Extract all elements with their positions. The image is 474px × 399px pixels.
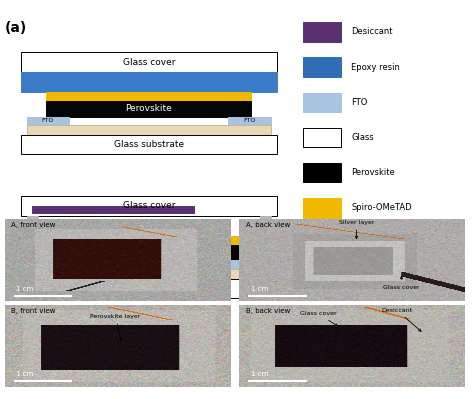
Text: 1 cm: 1 cm [251, 286, 268, 292]
Text: Silver layer: Silver layer [339, 219, 374, 239]
Text: Glass substrate: Glass substrate [114, 140, 184, 149]
Bar [46, 245, 251, 260]
Bar [21, 72, 277, 92]
Text: Perovskite: Perovskite [351, 168, 395, 177]
Text: FTO: FTO [351, 98, 367, 107]
Bar [46, 236, 251, 245]
Bar [27, 269, 271, 279]
Text: A, front view: A, front view [11, 222, 56, 228]
Bar [32, 206, 194, 213]
Text: TiO₂: TiO₂ [351, 274, 368, 283]
Bar [303, 22, 341, 41]
Text: Glass: Glass [351, 133, 374, 142]
Bar [228, 117, 271, 125]
Bar [303, 93, 341, 112]
Bar [21, 196, 277, 216]
Bar [27, 117, 69, 125]
Text: 1 cm: 1 cm [251, 371, 268, 377]
Text: Glass cover: Glass cover [123, 201, 175, 210]
Bar [21, 135, 277, 154]
Text: Perovskite: Perovskite [126, 104, 172, 113]
Text: Spiro-OMeTAD: Spiro-OMeTAD [351, 203, 412, 212]
Text: A, back view: A, back view [246, 222, 291, 228]
Text: (b): (b) [5, 328, 27, 342]
Text: FTO: FTO [42, 262, 54, 267]
Bar [303, 269, 341, 288]
Text: FTO: FTO [244, 262, 256, 267]
Bar [46, 92, 251, 101]
Bar [27, 125, 271, 135]
Text: FTO: FTO [42, 119, 54, 123]
Text: Glass cover: Glass cover [300, 311, 337, 326]
Bar [303, 163, 341, 182]
Text: Desiccant: Desiccant [351, 28, 392, 36]
Bar [303, 57, 341, 77]
Text: Silver: Silver [351, 239, 375, 248]
Bar [21, 52, 277, 72]
Text: FTO: FTO [244, 119, 256, 123]
Bar [303, 233, 341, 253]
Bar [303, 128, 341, 147]
Bar [46, 101, 251, 117]
Text: Desiccant: Desiccant [382, 308, 421, 332]
Text: Perovskite layer: Perovskite layer [90, 314, 141, 341]
Text: Epoxy resin: Epoxy resin [351, 63, 400, 72]
Bar [27, 260, 69, 269]
Text: Glass cover: Glass cover [123, 57, 175, 67]
Bar [260, 216, 271, 250]
Bar [303, 198, 341, 218]
Text: Glass cover: Glass cover [383, 277, 420, 290]
Text: B, back view: B, back view [246, 308, 291, 314]
Bar [228, 260, 271, 269]
Bar [27, 216, 38, 250]
Text: (a): (a) [5, 21, 27, 35]
Text: Glass substrate: Glass substrate [114, 284, 184, 293]
Text: 1 cm: 1 cm [16, 286, 33, 292]
Text: 1 cm: 1 cm [16, 371, 33, 377]
Text: Perovskite: Perovskite [126, 248, 172, 257]
Text: B, front view: B, front view [11, 308, 56, 314]
Bar [21, 279, 277, 298]
